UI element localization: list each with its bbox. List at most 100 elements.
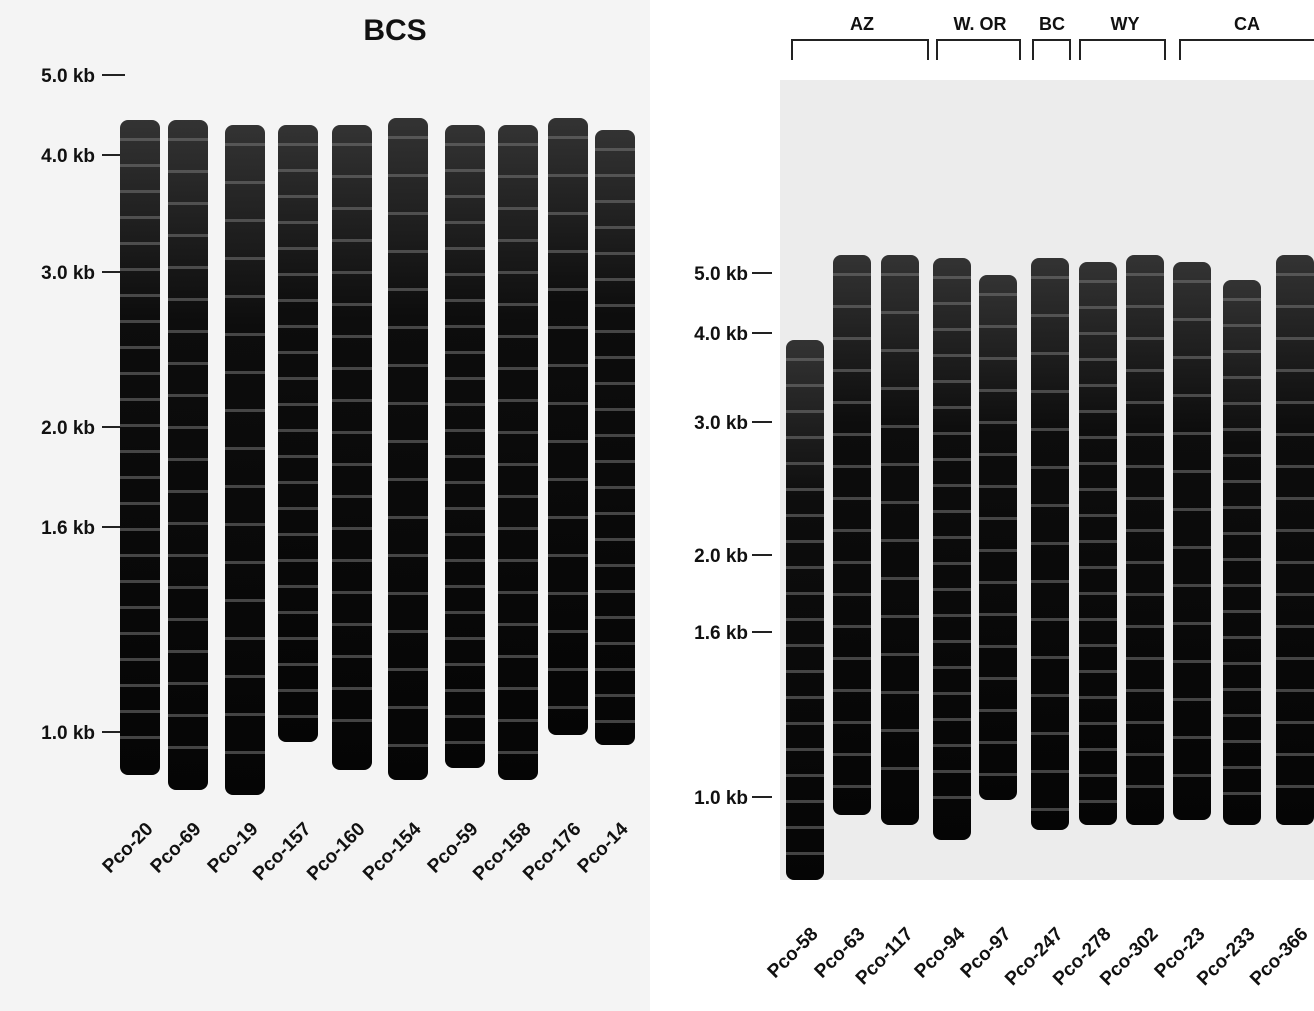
gel-band-gap <box>786 384 824 387</box>
gel-band-gap <box>445 585 485 588</box>
gel-band-gap <box>498 271 538 274</box>
gel-band-gap <box>445 221 485 224</box>
gel-band-gap <box>979 741 1017 744</box>
gel-lane <box>933 258 971 840</box>
gel-band-gap <box>595 512 635 515</box>
gel-band-gap <box>595 356 635 359</box>
gel-band-gap <box>933 276 971 279</box>
gel-band-gap <box>786 618 824 621</box>
gel-band-gap <box>1276 305 1314 308</box>
gel-band-gap <box>1079 540 1117 543</box>
gel-band-gap <box>225 257 265 260</box>
gel-band-gap <box>548 288 588 291</box>
gel-band-gap <box>1276 721 1314 724</box>
gel-band-gap <box>833 337 871 340</box>
gel-band-gap <box>445 663 485 666</box>
gel-band-gap <box>833 465 871 468</box>
gel-band-gap <box>332 623 372 626</box>
gel-band-gap <box>881 501 919 504</box>
gel-band-gap <box>933 770 971 773</box>
gel-band-gap <box>548 592 588 595</box>
gel-band-gap <box>332 399 372 402</box>
gel-band-gap <box>445 195 485 198</box>
gel-band-gap <box>120 450 160 453</box>
bracket <box>1032 39 1071 60</box>
gel-band-gap <box>1173 774 1211 777</box>
gel-band-gap <box>786 670 824 673</box>
group-label: BC <box>1039 14 1065 34</box>
gel-band-gap <box>445 351 485 354</box>
gel-band-gap <box>881 387 919 390</box>
gel-band-gap <box>388 440 428 443</box>
gel-band-gap <box>225 371 265 374</box>
gel-band-gap <box>933 588 971 591</box>
gel-band-gap <box>1126 433 1164 436</box>
gel-band-gap <box>1223 324 1261 327</box>
gel-band-gap <box>595 278 635 281</box>
gel-band-gap <box>225 599 265 602</box>
gel-band-gap <box>1173 432 1211 435</box>
gel-band-gap <box>1223 532 1261 535</box>
gel-band-gap <box>548 402 588 405</box>
gel-band-gap <box>979 517 1017 520</box>
gel-band-gap <box>168 394 208 397</box>
gel-band-gap <box>833 401 871 404</box>
gel-lane <box>332 125 372 770</box>
gel-band-gap <box>445 741 485 744</box>
gel-band-gap <box>1173 546 1211 549</box>
gel-band-gap <box>1126 721 1164 724</box>
gel-band-gap <box>445 689 485 692</box>
gel-band-gap <box>933 484 971 487</box>
gel-band-gap <box>933 796 971 799</box>
gel-band-gap <box>168 682 208 685</box>
gel-band-gap <box>1173 698 1211 701</box>
gel-band-gap <box>881 273 919 276</box>
gel-band-gap <box>786 722 824 725</box>
gel-band-gap <box>881 349 919 352</box>
gel-band-gap <box>168 586 208 589</box>
gel-band-gap <box>1079 566 1117 569</box>
gel-band-gap <box>548 706 588 709</box>
gel-band-gap <box>933 328 971 331</box>
gel-band-gap <box>548 250 588 253</box>
gel-band-gap <box>168 746 208 749</box>
gel-band-gap <box>445 273 485 276</box>
gel-band-gap <box>1173 736 1211 739</box>
gel-lane <box>1126 255 1164 825</box>
gel-band-gap <box>1079 488 1117 491</box>
gel-band-gap <box>388 402 428 405</box>
gel-band-gap <box>168 650 208 653</box>
gel-band-gap <box>833 497 871 500</box>
gel-lane <box>548 118 588 735</box>
gel-band-gap <box>278 637 318 640</box>
group-label: AZ <box>850 14 874 34</box>
gel-band-gap <box>881 463 919 466</box>
gel-band-gap <box>833 433 871 436</box>
gel-band-gap <box>120 242 160 245</box>
gel-band-gap <box>548 554 588 557</box>
gel-band-gap <box>498 687 538 690</box>
gel-band-gap <box>445 559 485 562</box>
gel-band-gap <box>498 463 538 466</box>
gel-band-gap <box>168 266 208 269</box>
gel-band-gap <box>1173 280 1211 283</box>
gel-band-gap <box>786 826 824 829</box>
gel-band-gap <box>548 364 588 367</box>
gel-band-gap <box>881 539 919 542</box>
gel-band-gap <box>1173 318 1211 321</box>
gel-band-gap <box>278 247 318 250</box>
gel-band-gap <box>1276 497 1314 500</box>
gel-band-gap <box>445 169 485 172</box>
gel-band-gap <box>168 618 208 621</box>
gel-band-gap <box>595 148 635 151</box>
gel-band-gap <box>1079 722 1117 725</box>
gel-band-gap <box>881 653 919 656</box>
gel-band-gap <box>1276 465 1314 468</box>
gel-band-gap <box>332 207 372 210</box>
gel-band-gap <box>979 357 1017 360</box>
gel-band-gap <box>332 175 372 178</box>
gel-band-gap <box>445 637 485 640</box>
gel-band-gap <box>388 364 428 367</box>
gel-band-gap <box>120 164 160 167</box>
gel-band-gap <box>1126 785 1164 788</box>
